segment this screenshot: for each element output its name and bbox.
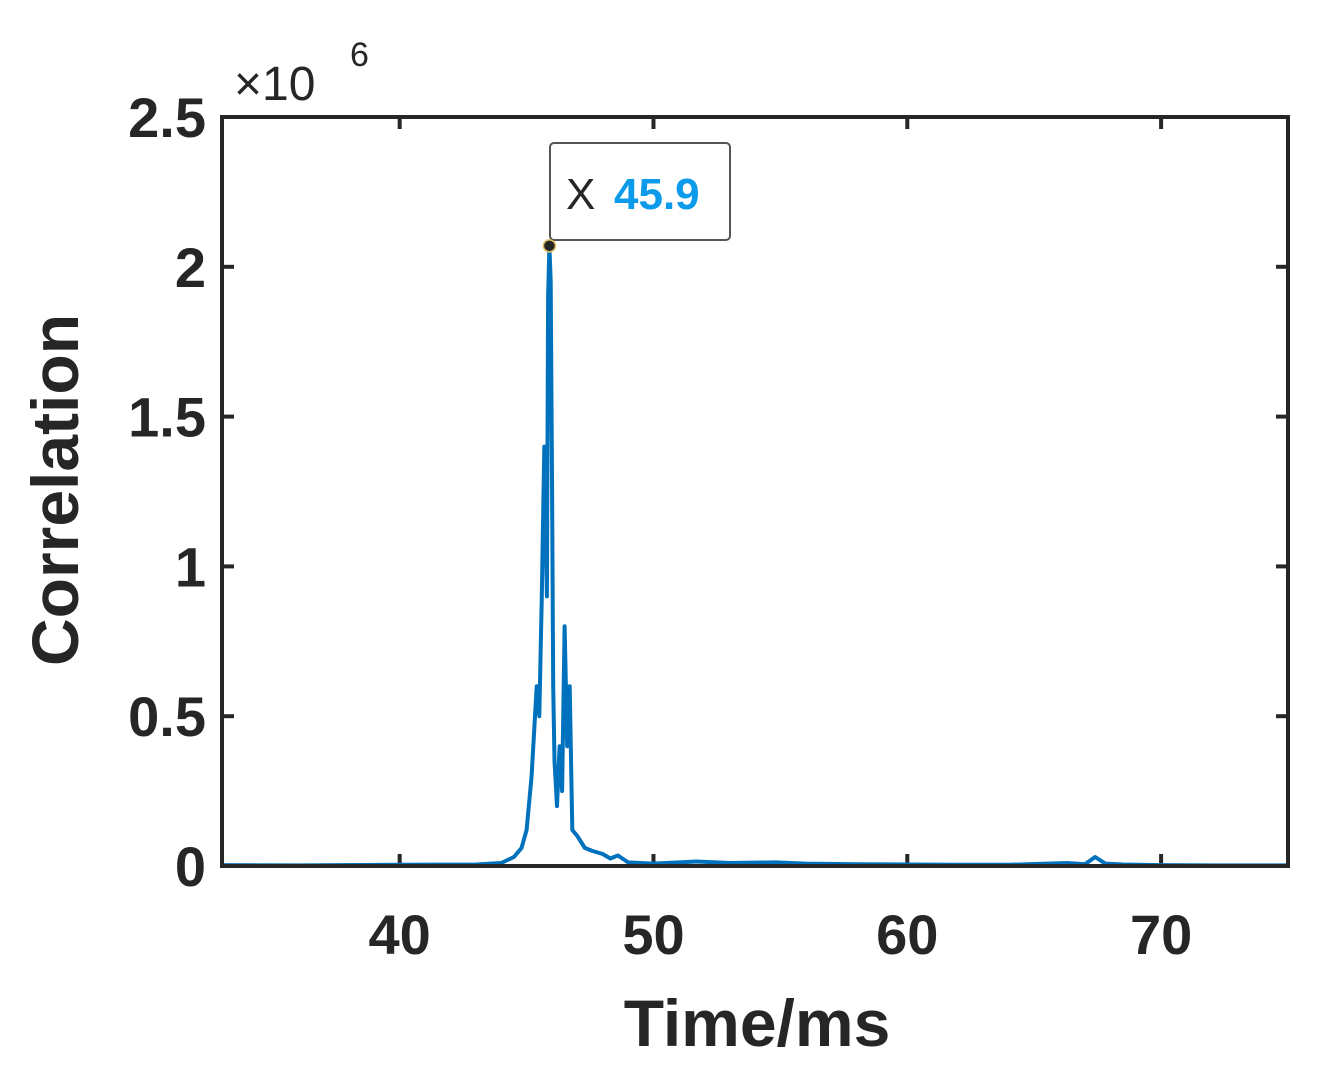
datatip-marker[interactable] (542, 239, 557, 253)
y-exponent-label: ×10 (234, 58, 315, 111)
y-tick-label: 1 (175, 535, 206, 598)
x-tick-label: 60 (876, 903, 938, 966)
x-axis-title: Time/ms (624, 986, 891, 1060)
y-tick-label: 0 (175, 835, 206, 898)
datatip-label: X (566, 170, 595, 219)
y-tick-label: 1.5 (128, 386, 206, 449)
y-tick-label: 2.5 (128, 86, 206, 149)
x-tick-label: 70 (1130, 903, 1192, 966)
y-exponent-power: 6 (350, 36, 369, 74)
ticks-layer: 40 50 60 70 0 0.5 1 1.5 2 2.5 (128, 86, 1288, 966)
y-tick-label: 0.5 (128, 685, 206, 748)
plot-area-frame (220, 115, 1290, 868)
datatip-box (549, 142, 731, 241)
y-tick-label: 2 (175, 236, 206, 299)
datatip[interactable]: X 45.9 (542, 142, 731, 253)
series-layer (221, 243, 1288, 868)
series-line-0 (221, 243, 1288, 868)
x-tick-label: 40 (369, 903, 431, 966)
x-tick-label: 50 (622, 903, 684, 966)
y-axis-title: Correlation (18, 314, 92, 666)
datatip-value: 45.9 (614, 170, 700, 219)
